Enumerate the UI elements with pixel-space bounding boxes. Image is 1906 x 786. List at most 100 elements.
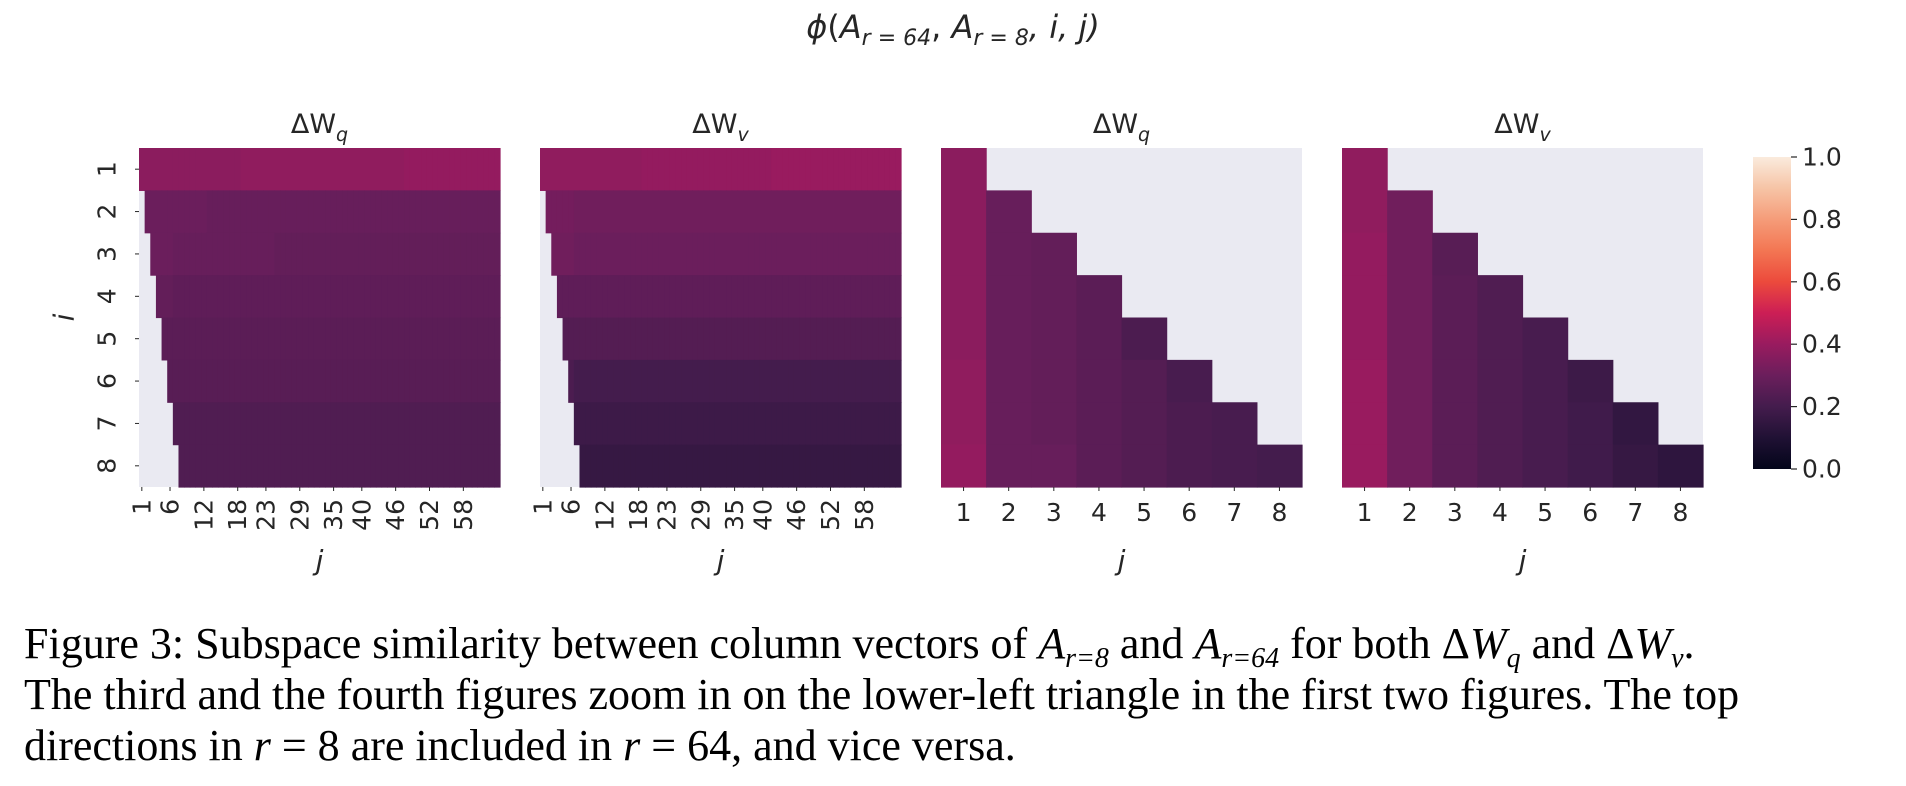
heatmap-cell: [280, 275, 287, 319]
heatmap-cell: [291, 190, 298, 234]
heatmap-cell: [731, 148, 739, 191]
heatmap-cell: [714, 317, 722, 361]
heatmap-cell: [460, 402, 467, 446]
heatmap-cell: [720, 232, 727, 276]
heatmap-cell: [568, 359, 575, 403]
caption-dwv-delta: Δ: [1606, 619, 1635, 668]
heatmap-cell: [342, 232, 349, 276]
heatmap-cell: [201, 444, 208, 488]
heatmap-cell: [822, 402, 829, 446]
heatmap-cell: [189, 444, 197, 488]
heatmap-cell: [336, 317, 343, 361]
heatmap-cell: [195, 190, 202, 234]
heatmap-cell: [884, 275, 891, 319]
heatmap-cell: [844, 402, 851, 446]
heatmap-cell: [313, 190, 321, 234]
heatmap-cell: [212, 402, 219, 446]
heatmap-cell: [838, 148, 846, 191]
panel-title-delta-w: ΔW: [692, 109, 737, 140]
heatmap-cell: [585, 317, 592, 361]
heatmap-cell: [613, 317, 620, 361]
heatmap-cell: [494, 317, 501, 361]
heatmap-cell: [404, 275, 411, 319]
heatmap-cell: [466, 148, 473, 191]
heatmap-cell: [1076, 444, 1123, 488]
heatmap-cell: [195, 317, 202, 361]
heatmap-cell: [223, 190, 230, 234]
heatmap-cell: [212, 190, 219, 234]
heatmap-cell: [844, 444, 851, 488]
heatmap-cell: [635, 317, 643, 361]
heatmap-cell: [280, 444, 287, 488]
heatmap-cell: [184, 275, 191, 319]
heatmap-cell: [387, 232, 394, 276]
heatmap-cell: [895, 359, 902, 403]
heatmap-cell: [319, 190, 326, 234]
caption-math-dwv: ΔWv: [1606, 619, 1683, 673]
heatmap-cell: [726, 359, 733, 403]
heatmap-cell: [692, 402, 699, 446]
y-tick-label: 4: [93, 288, 122, 304]
heatmap-cell: [737, 148, 744, 191]
heatmap-cell: [647, 232, 654, 276]
heatmap-cell: [195, 275, 202, 319]
heatmap-cell: [692, 275, 699, 319]
colorbar-gradient: [1753, 157, 1791, 469]
heatmap-cell: [703, 190, 710, 234]
heatmap-cell: [460, 190, 467, 234]
heatmap-cell: [596, 275, 603, 319]
heatmap-cell: [229, 444, 236, 488]
heatmap-cell: [641, 359, 648, 403]
heatmap-cell: [466, 190, 473, 234]
heatmap-cell: [387, 444, 394, 488]
heatmap-cell: [635, 444, 643, 488]
heatmap-cell: [686, 148, 693, 191]
heatmap-cell: [816, 444, 823, 488]
heatmap-cell: [404, 317, 411, 361]
heatmap-cell: [167, 190, 174, 234]
heatmap-cell: [319, 232, 326, 276]
heatmap-cell: [347, 190, 354, 234]
heatmap-cell: [827, 275, 834, 319]
heatmap-cell: [833, 232, 840, 276]
heatmap-cell: [217, 190, 225, 234]
heatmap-cell: [675, 359, 682, 403]
heatmap-cell: [844, 359, 851, 403]
heatmap-cell: [437, 148, 445, 191]
heatmap-cell: [737, 402, 744, 446]
heatmap-cell: [895, 148, 902, 191]
heatmap-cell: [246, 190, 253, 234]
heatmap-cell: [697, 148, 705, 191]
heatmap-cell: [296, 275, 304, 319]
heatmap-cell: [759, 317, 767, 361]
heatmap-cell: [398, 232, 405, 276]
heatmap-cell: [590, 444, 598, 488]
heatmap-cell: [477, 359, 484, 403]
heatmap-cell: [805, 190, 812, 234]
y-tick-label: 6: [93, 373, 122, 389]
heatmap-cell: [280, 232, 287, 276]
heatmap-cell: [201, 232, 208, 276]
caption-text-3: for both: [1279, 619, 1442, 668]
heatmap-cell: [1031, 444, 1077, 488]
panel-title-subscript: v: [737, 124, 749, 146]
heatmap-cell: [618, 402, 626, 446]
heatmap-cell: [664, 359, 671, 403]
heatmap-cell: [822, 444, 829, 488]
heatmap-cell: [838, 275, 846, 319]
x-tick-label: 8: [1271, 498, 1287, 527]
heatmap-cell: [353, 190, 360, 234]
caption-text-4: and: [1520, 619, 1607, 668]
panel-title-delta-w: ΔW: [291, 109, 336, 140]
heatmap-cell: [404, 444, 411, 488]
heatmap-cell: [466, 317, 473, 361]
heatmap-cell: [1031, 359, 1077, 403]
heatmap-cell: [573, 190, 581, 234]
heatmap-cell: [477, 402, 484, 446]
heatmap-cell: [669, 317, 676, 361]
heatmap-cell: [838, 317, 846, 361]
heatmap-cell: [850, 148, 857, 191]
heatmap-cell: [257, 359, 264, 403]
heatmap-cell: [454, 232, 462, 276]
heatmap-cell: [285, 402, 292, 446]
